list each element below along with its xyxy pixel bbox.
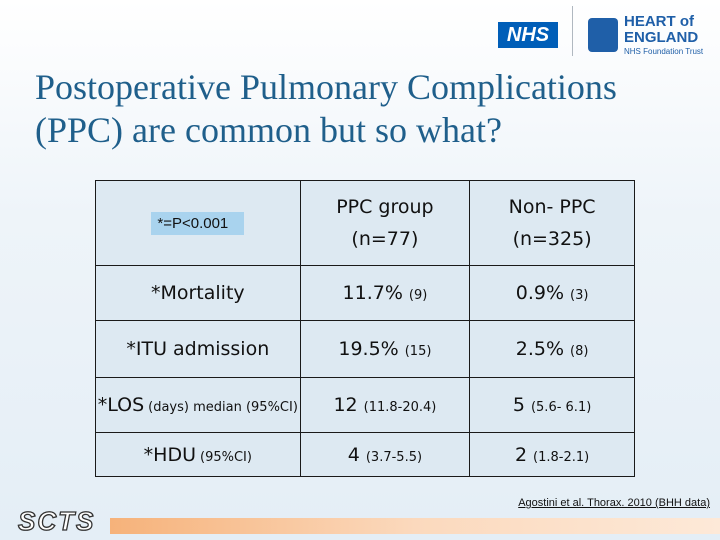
title-line: (PPC) are common but so what? <box>35 110 502 150</box>
header-row: *=P<0.001 PPC group (n=77) Non- PPC (n=325) <box>95 180 635 266</box>
value-cell: 11.7% (9) <box>299 265 471 321</box>
trust-name-line: HEART of <box>624 13 694 30</box>
row-label: *LOS (days) median (95%CI) <box>95 377 301 433</box>
separator <box>572 6 573 56</box>
column-header-line: PPC group <box>336 196 434 218</box>
footer-logo: SCTS <box>17 505 96 536</box>
title: Postoperative Pulmonary Complications (P… <box>35 66 617 152</box>
table-row: *LOS (days) median (95%CI) 12 (11.8-20.4) 5 (… <box>95 377 635 433</box>
value-part: 2.5% <box>515 338 565 360</box>
value-part: 5 <box>512 394 525 416</box>
nhs-logo: NHS <box>498 22 558 48</box>
results-table: *=P<0.001 PPC group (n=77) Non- PPC (n=325) *… <box>95 180 635 477</box>
row-label: *HDU (95%CI) <box>95 432 301 477</box>
row-label-part: *ITU admission <box>126 338 270 360</box>
table-row: *Mortality 11.7% (9) 0.9% (3) <box>95 265 635 321</box>
value-cell: 12 (11.8-20.4) <box>299 377 471 433</box>
row-label-part: (days) median (95%CI) <box>148 400 298 415</box>
row-label: *Mortality <box>95 265 301 321</box>
value-part: 4 <box>347 443 360 466</box>
value-part: 0.9% <box>515 282 565 304</box>
value-part: (1.8-2.1) <box>533 449 590 465</box>
trust-icon <box>588 18 618 52</box>
value-part: 2 <box>514 443 528 466</box>
row-label-part: *LOS <box>97 394 145 416</box>
value-part: 11.7% <box>342 282 403 304</box>
column-header: PPC group (n=77) <box>299 180 471 266</box>
table-row: *ITU admission 19.5% (15) 2.5% (8) <box>95 320 635 378</box>
value-cell: 2 (1.8-2.1) <box>469 432 635 477</box>
column-header-line: Non- PPC <box>508 196 596 218</box>
trust-name-line: ENGLAND <box>624 29 699 46</box>
value-part: (3.7-5.5) <box>365 449 423 465</box>
row-label-part: *HDU <box>143 443 196 466</box>
value-cell: 2.5% (8) <box>469 320 635 378</box>
row-label-part: *Mortality <box>150 282 245 304</box>
title-line: Postoperative Pulmonary Complications <box>35 67 617 107</box>
value-part: 19.5% <box>338 338 399 360</box>
value-cell: 0.9% (3) <box>469 265 635 321</box>
column-header-line: (n=325) <box>512 228 592 250</box>
trust-subtitle: NHS Foundation Trust <box>624 47 704 56</box>
value-cell: 4 (3.7-5.5) <box>299 432 471 477</box>
note: *=P<0.001 <box>151 212 245 235</box>
value-part: (9) <box>408 288 428 303</box>
table-row: *HDU (95%CI) 4 (3.7-5.5) 2 (1.8-2.1) <box>95 432 635 477</box>
value-part: (15) <box>404 344 432 359</box>
value-part: (8) <box>570 344 589 359</box>
row-label: *ITU admission <box>95 320 301 378</box>
value-part: 12 <box>333 394 358 416</box>
value-cell: 5 (5.6- 6.1) <box>469 377 635 433</box>
column-header-line: (n=77) <box>351 228 419 250</box>
value-cell: 19.5% (15) <box>299 320 471 378</box>
footer-stripe <box>110 518 720 534</box>
value-part: (5.6- 6.1) <box>530 400 592 415</box>
trust-logo: HEART of ENGLAND NHS Foundation Trust <box>588 14 713 60</box>
trust-name: HEART of ENGLAND <box>624 14 698 46</box>
value-part: (11.8-20.4) <box>363 400 437 415</box>
citation: Agostini et al. Thorax. 2010 (BHH data) <box>518 497 710 509</box>
note-cell: *=P<0.001 <box>95 180 301 266</box>
value-part: (3) <box>570 288 589 303</box>
column-header: Non- PPC (n=325) <box>469 180 635 266</box>
row-label-part: (95%CI) <box>200 449 252 465</box>
